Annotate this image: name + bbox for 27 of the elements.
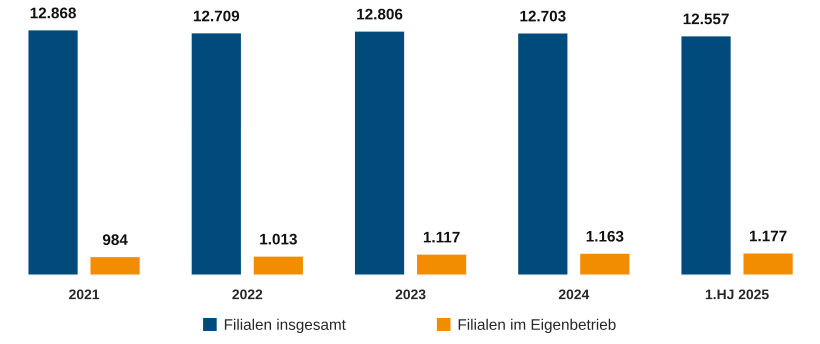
bar (742, 252, 794, 276)
bar (354, 30, 406, 276)
data-label: 984 (102, 234, 128, 246)
data-label: 1.177 (750, 230, 787, 242)
data-label: 1.013 (260, 234, 297, 245)
legend-label: Filialen im Eigenbetrieb (458, 318, 616, 333)
data-label: 12.868 (30, 8, 76, 18)
data-label: 12.709 (194, 10, 240, 22)
bar (680, 34, 732, 276)
bar (416, 253, 468, 276)
data-label: 12.703 (520, 10, 566, 22)
x-tick-label: 1.HJ 2025 (706, 289, 769, 300)
legend-label: Filialen insgesamt (224, 318, 346, 333)
data-label: 12.806 (357, 8, 402, 20)
x-tick-label: 2021 (69, 289, 100, 300)
bar (27, 29, 80, 276)
bar (89, 256, 142, 276)
bar (516, 32, 569, 276)
x-tick-label: 2023 (396, 289, 426, 300)
bar (252, 255, 304, 276)
x-tick-label: 2024 (558, 289, 590, 300)
bar (190, 32, 242, 276)
data-label: 12.557 (684, 13, 729, 24)
bar (578, 252, 631, 276)
data-label: 1.117 (424, 232, 460, 242)
x-tick-label: 2022 (232, 289, 262, 300)
data-label: 1.163 (586, 230, 624, 242)
